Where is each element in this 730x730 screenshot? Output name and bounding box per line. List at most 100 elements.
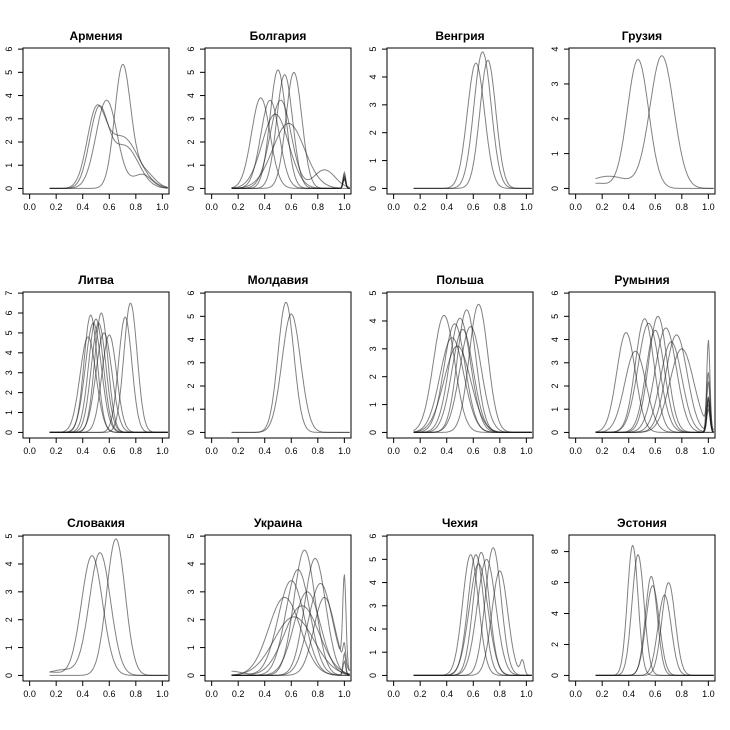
density-curve [413,554,532,676]
y-tick-label: 6 [368,534,378,539]
y-tick-label: 4 [4,93,14,98]
y-tick-label: 1 [368,402,378,407]
density-curve [413,345,532,433]
y-tick-label: 6 [550,580,560,585]
y-tick-label: 1 [4,410,14,415]
density-curve [595,554,714,676]
y-tick-label: 1 [368,650,378,655]
x-tick-label: 1.0 [520,202,533,212]
x-tick-label: 0.4 [76,202,89,212]
y-tick-label: 5 [4,534,14,539]
plot-frame [22,291,170,439]
density-curve [595,55,714,189]
panel-title: Украина [254,516,303,530]
x-tick-label: 0.2 [232,689,245,699]
x-tick-label: 0.6 [467,689,480,699]
x-tick-label: 0.4 [440,446,453,456]
y-tick-label: 6 [4,47,14,52]
x-tick-label: 0.0 [205,689,218,699]
y-tick-label: 8 [550,549,560,554]
x-tick-label: 0.2 [50,446,63,456]
density-curve [231,113,350,189]
panel-title: Болгария [250,29,307,43]
plot-frame [204,291,352,439]
x-tick-label: 0.8 [676,446,689,456]
density-curve [413,558,532,676]
x-tick-label: 1.0 [702,689,715,699]
y-tick-label: 1 [186,645,196,650]
y-tick-label: 0 [550,673,560,678]
y-tick-label: 7 [4,291,14,296]
panel-title: Эстония [617,516,667,530]
y-tick-label: 5 [550,314,560,319]
y-tick-label: 4 [4,561,14,566]
y-tick-label: 0 [4,673,14,678]
x-tick-label: 0.6 [103,446,116,456]
x-tick-label: 0.8 [494,689,507,699]
x-tick-label: 0.6 [467,202,480,212]
y-tick-label: 4 [4,350,14,355]
y-tick-label: 5 [4,330,14,335]
y-tick-label: 1 [550,407,560,412]
panel-title: Румыния [614,273,669,287]
x-tick-label: 0.2 [414,202,427,212]
panel-title: Литва [78,273,114,287]
plot-frame [386,534,534,682]
x-tick-label: 0.6 [649,689,662,699]
y-tick-label: 0 [368,430,378,435]
x-tick-label: 0.2 [50,202,63,212]
density-curve [231,99,350,189]
x-tick-label: 0.0 [205,202,218,212]
y-tick-label: 3 [4,370,14,375]
y-tick-label: 3 [186,360,196,365]
y-tick-label: 3 [368,603,378,608]
density-curve [231,122,350,189]
panel-title: Молдавия [248,273,309,287]
y-tick-label: 5 [186,534,196,539]
x-tick-label: 0.8 [312,446,325,456]
panel-title: Венгрия [435,29,484,43]
panel-title: Грузия [622,29,662,43]
y-tick-label: 3 [4,116,14,121]
y-tick-label: 1 [4,645,14,650]
y-tick-label: 2 [4,617,14,622]
panel-title: Чехия [442,516,478,530]
y-tick-label: 2 [186,139,196,144]
x-tick-label: 0.4 [440,202,453,212]
y-tick-label: 3 [550,81,560,86]
x-tick-label: 1.0 [702,446,715,456]
y-tick-label: 2 [4,390,14,395]
y-tick-label: 2 [550,383,560,388]
y-tick-label: 5 [368,47,378,52]
density-curve [413,337,532,433]
x-tick-label: 1.0 [156,202,169,212]
y-tick-label: 4 [550,337,560,342]
density-curve [413,554,532,676]
x-tick-label: 0.2 [50,689,63,699]
y-tick-label: 2 [186,617,196,622]
x-tick-label: 0.6 [285,446,298,456]
y-tick-label: 5 [186,314,196,319]
density-curve [49,322,168,433]
y-tick-label: 0 [186,673,196,678]
density-curve [231,97,350,189]
y-tick-label: 2 [186,383,196,388]
x-tick-label: 1.0 [520,446,533,456]
density-curve [49,552,168,676]
y-tick-label: 2 [550,642,560,647]
y-tick-label: 4 [368,74,378,79]
x-tick-label: 0.0 [23,202,36,212]
density-curve [49,332,168,433]
y-tick-label: 3 [550,360,560,365]
plot-frame [386,47,534,195]
x-tick-label: 0.2 [414,689,427,699]
density-curve [595,544,714,676]
x-tick-label: 0.2 [414,446,427,456]
x-tick-label: 0.8 [130,446,143,456]
y-tick-label: 5 [4,70,14,75]
y-tick-label: 4 [186,93,196,98]
density-curve [595,341,714,433]
plot-frame [568,534,716,682]
x-tick-label: 0.0 [387,689,400,699]
